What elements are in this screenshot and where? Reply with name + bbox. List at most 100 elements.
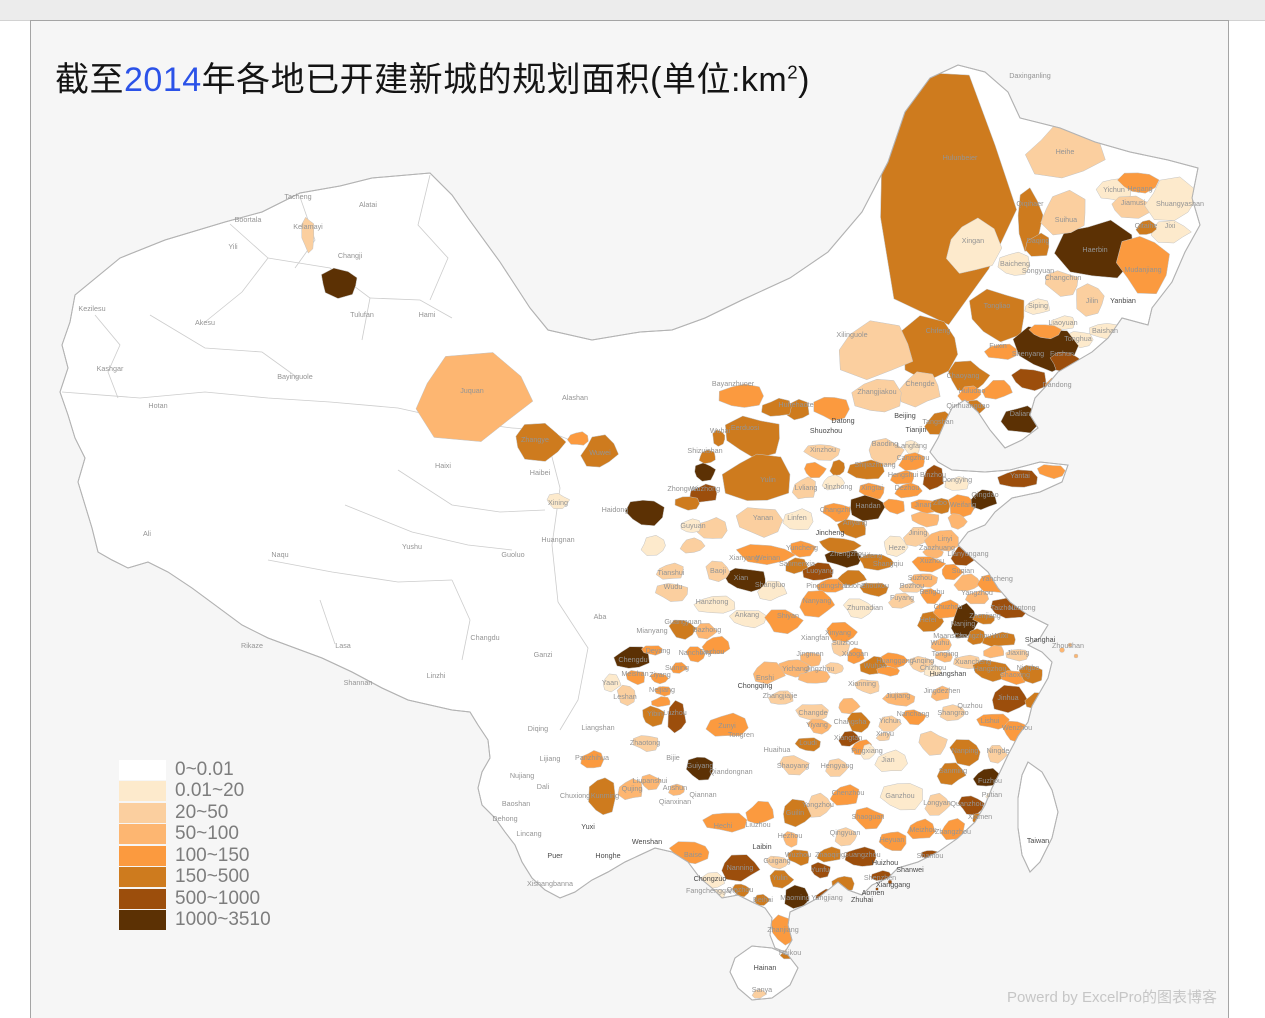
map-region[interactable]	[800, 652, 822, 667]
map-region[interactable]	[1005, 649, 1029, 662]
map-region[interactable]	[882, 498, 905, 515]
map-region[interactable]	[868, 438, 905, 466]
map-region[interactable]	[858, 553, 895, 571]
map-region[interactable]	[588, 777, 616, 816]
map-region[interactable]	[764, 609, 804, 635]
map-region[interactable]	[940, 818, 966, 840]
map-region[interactable]	[712, 429, 726, 447]
map-region[interactable]	[826, 621, 858, 643]
map-region[interactable]	[878, 831, 907, 851]
map-region[interactable]	[799, 590, 836, 618]
legend-item[interactable]: 20~50	[119, 802, 271, 824]
legend-item[interactable]: 0~0.01	[119, 759, 271, 781]
map-region[interactable]	[693, 595, 736, 614]
map-region[interactable]	[825, 758, 849, 777]
map-region[interactable]	[834, 827, 858, 847]
map-region[interactable]	[655, 583, 689, 602]
map-region[interactable]	[882, 692, 916, 707]
map-region[interactable]	[803, 444, 841, 461]
map-region[interactable]	[881, 652, 909, 669]
map-region[interactable]	[794, 737, 821, 752]
map-region[interactable]	[782, 831, 798, 848]
map-region[interactable]	[838, 697, 861, 715]
map-region[interactable]	[939, 704, 966, 722]
map-region[interactable]	[695, 623, 718, 640]
map-region[interactable]	[930, 685, 950, 702]
map-region[interactable]	[603, 673, 622, 693]
map-region[interactable]	[813, 396, 850, 422]
map-region[interactable]	[843, 598, 875, 619]
map-region[interactable]	[792, 476, 816, 500]
map-region[interactable]	[816, 846, 841, 863]
map-region[interactable]	[641, 645, 663, 656]
map-region[interactable]	[844, 846, 877, 867]
map-region[interactable]	[783, 798, 812, 828]
map-region[interactable]	[859, 582, 889, 597]
map-region[interactable]	[632, 735, 659, 752]
map-region[interactable]	[918, 730, 948, 756]
map-region[interactable]	[822, 502, 851, 523]
map-region[interactable]	[702, 812, 748, 833]
map-region[interactable]	[321, 267, 358, 299]
map-region[interactable]	[680, 518, 702, 533]
map-region[interactable]	[920, 588, 943, 605]
map-region[interactable]	[983, 645, 1005, 659]
map-region[interactable]	[976, 713, 1010, 730]
map-region[interactable]	[745, 800, 775, 825]
map-region[interactable]	[1037, 464, 1066, 480]
map-region[interactable]	[818, 537, 862, 554]
map-region[interactable]	[705, 712, 749, 737]
map-region[interactable]	[847, 459, 885, 480]
map-region[interactable]	[779, 755, 810, 776]
map-region[interactable]	[670, 662, 689, 674]
map-region[interactable]	[924, 792, 951, 816]
map-region[interactable]	[946, 217, 1003, 274]
map-region[interactable]	[701, 636, 731, 655]
map-region[interactable]	[878, 715, 902, 732]
map-region[interactable]	[941, 563, 964, 581]
map-region[interactable]	[1045, 377, 1072, 401]
map-region[interactable]	[778, 659, 811, 678]
map-region[interactable]	[1011, 368, 1047, 391]
map-region[interactable]	[923, 664, 942, 678]
map-region[interactable]	[847, 712, 871, 733]
map-region[interactable]	[898, 452, 925, 471]
map-region[interactable]	[997, 251, 1031, 276]
map-region[interactable]	[829, 459, 846, 476]
map-region[interactable]	[944, 476, 969, 491]
map-region[interactable]	[902, 709, 927, 726]
map-region[interactable]	[899, 371, 941, 408]
map-region[interactable]	[1116, 236, 1170, 295]
map-region[interactable]	[967, 628, 986, 646]
map-region[interactable]	[987, 745, 1008, 764]
map-region[interactable]	[815, 578, 844, 593]
map-region[interactable]	[580, 750, 604, 769]
map-region[interactable]	[616, 684, 636, 707]
map-region[interactable]	[761, 397, 792, 417]
map-region[interactable]	[911, 556, 947, 573]
map-region[interactable]	[902, 527, 932, 547]
map-region[interactable]	[415, 352, 534, 442]
legend-item[interactable]: 500~1000	[119, 888, 271, 910]
map-region[interactable]	[1135, 219, 1157, 235]
map-region[interactable]	[642, 705, 666, 727]
legend-item[interactable]: 50~100	[119, 824, 271, 846]
map-region[interactable]	[567, 431, 589, 446]
map-region[interactable]	[1117, 172, 1160, 194]
map-region[interactable]	[1050, 315, 1075, 330]
map-region[interactable]	[965, 590, 990, 605]
map-region[interactable]	[936, 762, 967, 786]
map-region[interactable]	[718, 383, 764, 408]
map-region[interactable]	[909, 573, 938, 588]
map-region[interactable]	[654, 686, 672, 697]
map-region[interactable]	[723, 567, 766, 593]
map-region[interactable]	[949, 739, 981, 767]
map-region[interactable]	[854, 807, 885, 830]
map-region[interactable]	[811, 862, 831, 879]
map-region[interactable]	[879, 783, 923, 811]
map-region[interactable]	[651, 696, 671, 708]
map-region[interactable]	[640, 535, 666, 556]
map-region[interactable]	[655, 562, 684, 580]
map-region[interactable]	[910, 511, 940, 528]
map-region[interactable]	[686, 756, 714, 781]
